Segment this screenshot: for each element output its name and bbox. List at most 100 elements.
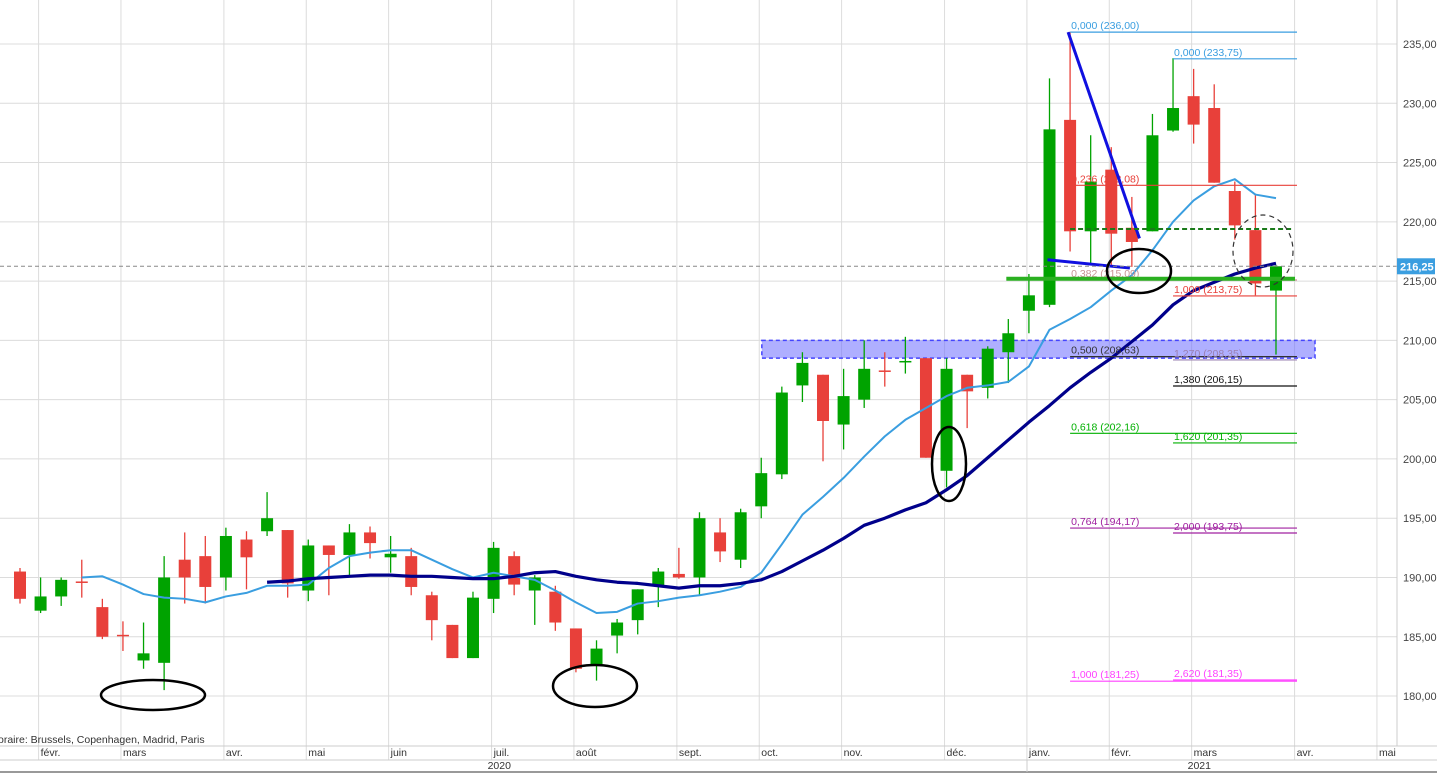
- candle-body: [34, 596, 47, 611]
- candle-body: [1146, 135, 1159, 232]
- price-tick-label: 235,00: [1403, 39, 1437, 51]
- candle: [878, 352, 891, 387]
- trendline-down[interactable]: [1066, 31, 1141, 239]
- price-tick-label: 225,00: [1403, 158, 1437, 170]
- price-tick-label: 195,00: [1403, 513, 1437, 525]
- candle-body: [508, 556, 521, 585]
- candle: [281, 530, 294, 598]
- candle: [96, 598, 109, 640]
- month-label: juil.: [493, 747, 510, 759]
- month-label: mai: [1379, 747, 1396, 759]
- candle: [549, 585, 562, 631]
- candle: [34, 577, 47, 614]
- candle: [755, 457, 768, 519]
- candle: [55, 577, 68, 606]
- ellipse-annotation[interactable]: [1105, 247, 1173, 295]
- price-tick-label: 215,00: [1403, 276, 1437, 288]
- candle: [1043, 78, 1056, 308]
- drawings[interactable]: [0, 31, 1397, 712]
- candle-body: [837, 396, 850, 425]
- month-label: mars: [123, 747, 146, 759]
- month-label: mai: [308, 747, 325, 759]
- fib-level-label: 1,270 (208,35): [1174, 348, 1242, 360]
- candle: [961, 374, 974, 429]
- candle-body: [631, 589, 644, 621]
- candle: [1064, 32, 1077, 252]
- fib-level-label: 2,620 (181,35): [1174, 668, 1242, 680]
- time-axis: oraire: Brussels, Copenhagen, Madrid, Pa…: [0, 734, 1437, 773]
- trendline-flat[interactable]: [1047, 258, 1131, 270]
- candle-body: [219, 535, 232, 578]
- fib-level-label: 2,000 (193,75): [1174, 521, 1242, 533]
- fib-extension[interactable]: 0,000 (233,75) 1,000 (213,75) 1,270 (208,3…: [1173, 47, 1297, 681]
- moving-averages: [81, 178, 1277, 615]
- month-label: févr.: [1111, 747, 1131, 759]
- candle-body: [1002, 333, 1015, 353]
- month-label: févr.: [41, 747, 61, 759]
- price-tick-label: 200,00: [1403, 454, 1437, 466]
- candle-body: [425, 595, 438, 621]
- candle-body: [14, 571, 26, 599]
- candle: [817, 374, 830, 462]
- candle-body: [1208, 108, 1221, 183]
- month-label: mars: [1194, 747, 1217, 759]
- fib-level-label: 0,764 (194,17): [1071, 516, 1139, 528]
- candle: [219, 527, 232, 591]
- candle-body: [755, 473, 768, 507]
- candle-body: [446, 624, 459, 659]
- candle-body: [281, 530, 294, 584]
- candle: [199, 535, 212, 604]
- candle-body: [549, 591, 562, 623]
- candle-body: [261, 518, 274, 532]
- candle-body: [775, 392, 788, 475]
- month-label: août: [576, 747, 597, 759]
- candle: [1187, 68, 1200, 144]
- candle: [1125, 196, 1138, 267]
- candle-body: [652, 571, 665, 586]
- candle-body: [858, 368, 871, 400]
- month-label: déc.: [947, 747, 967, 759]
- candle: [940, 358, 953, 488]
- candle: [14, 567, 26, 604]
- candle-body: [137, 653, 150, 661]
- candle: [1146, 113, 1159, 232]
- candle: [796, 352, 809, 403]
- ellipse-annotation[interactable]: [930, 425, 968, 503]
- fib-level-label: 1,380 (206,15): [1174, 374, 1242, 386]
- candle-body: [693, 518, 706, 578]
- candle-body: [796, 362, 809, 386]
- candle-body: [364, 532, 377, 544]
- month-label: janv.: [1028, 747, 1050, 759]
- candle: [775, 386, 788, 480]
- dashed-ellipse-annotation[interactable]: [1232, 214, 1294, 288]
- month-label: sept.: [679, 747, 702, 759]
- ellipse-annotation[interactable]: [551, 663, 639, 709]
- candle-body: [158, 577, 171, 663]
- candle: [858, 340, 871, 408]
- candle: [261, 492, 274, 536]
- candle: [693, 512, 706, 596]
- candle-body: [611, 622, 624, 636]
- candle: [116, 621, 129, 651]
- candle: [508, 551, 521, 596]
- fib-level-label: 0,000 (233,75): [1174, 47, 1242, 59]
- fib-level-label: 0,500 (208,63): [1071, 345, 1139, 357]
- ellipse-annotation[interactable]: [99, 678, 207, 712]
- candles: [14, 32, 1282, 691]
- candle-body: [734, 512, 747, 560]
- candle: [137, 622, 150, 669]
- candle-body: [1064, 119, 1077, 232]
- last-price-tag: [1397, 258, 1435, 275]
- price-tick-label: 230,00: [1403, 98, 1437, 110]
- month-label: nov.: [844, 747, 863, 759]
- fibonacci-levels[interactable]: 0,000 (236,00)0,236 (223,08)0,382 (215,0…: [1070, 20, 1297, 682]
- candle: [343, 524, 356, 578]
- candle-body: [569, 628, 582, 669]
- candle-body: [940, 368, 953, 471]
- candle: [611, 618, 624, 654]
- year-label: 2021: [1188, 760, 1212, 772]
- candle-body: [466, 597, 479, 659]
- candle: [322, 545, 335, 596]
- candle-body: [199, 556, 212, 587]
